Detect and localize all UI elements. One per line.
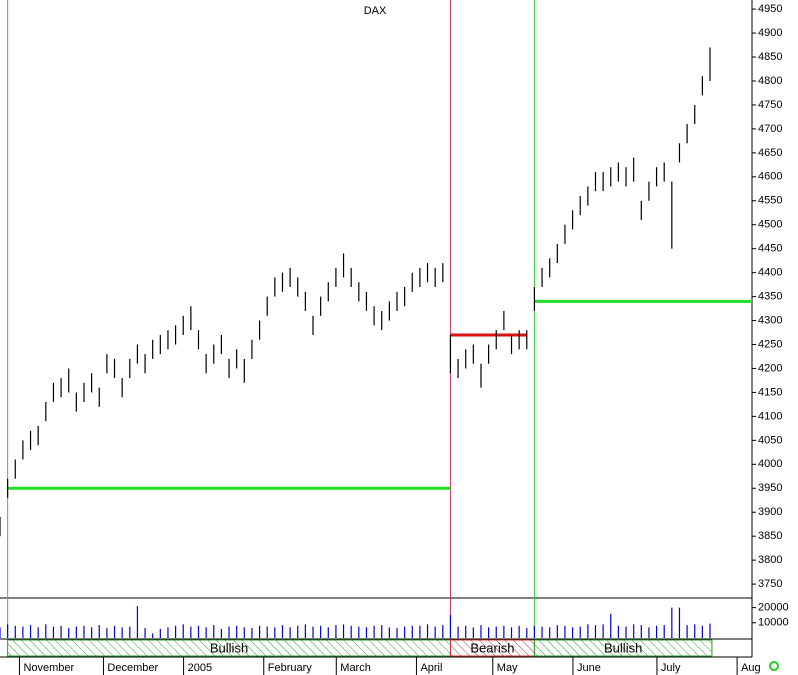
volume-tick-label: 10000 [758, 617, 789, 629]
y-tick-label: 4700 [758, 123, 782, 135]
y-tick-label: 3950 [758, 482, 782, 494]
regime-label: Bearish [470, 640, 514, 655]
x-tick-label: November [23, 662, 74, 674]
x-tick-label: February [268, 662, 313, 674]
y-tick-label: 4100 [758, 410, 782, 422]
y-tick-label: 4400 [758, 267, 782, 279]
chart-title: DAX [364, 5, 387, 17]
y-tick-label: 4150 [758, 386, 782, 398]
y-tick-label: 4050 [758, 434, 782, 446]
x-tick-label: 2005 [188, 662, 212, 674]
y-tick-label: 3850 [758, 530, 782, 542]
regime-band [533, 639, 713, 657]
y-tick-label: 4450 [758, 243, 782, 255]
y-tick-label: 4900 [758, 27, 782, 39]
y-tick-label: 3800 [758, 554, 782, 566]
volume-tick-label: 20000 [758, 602, 789, 614]
regime-label: Bullish [604, 640, 642, 655]
y-tick-label: 4200 [758, 362, 782, 374]
y-tick-label: 4750 [758, 99, 782, 111]
regime-label: Bullish [210, 640, 248, 655]
x-tick-label: June [577, 662, 601, 674]
x-tick-label: March [340, 662, 371, 674]
y-tick-label: 4350 [758, 291, 782, 303]
y-tick-label: 4000 [758, 458, 782, 470]
y-tick-label: 4950 [758, 3, 782, 15]
x-tick-label: Aug [741, 662, 761, 674]
y-tick-label: 4800 [758, 75, 782, 87]
y-tick-label: 4600 [758, 171, 782, 183]
y-tick-label: 4850 [758, 51, 782, 63]
y-tick-label: 4250 [758, 338, 782, 350]
x-tick-label: July [661, 662, 681, 674]
y-tick-label: 4300 [758, 314, 782, 326]
y-tick-label: 4500 [758, 219, 782, 231]
y-tick-label: 3900 [758, 506, 782, 518]
status-indicator [769, 661, 779, 671]
x-tick-label: May [497, 662, 518, 674]
y-tick-label: 4650 [758, 147, 782, 159]
x-tick-label: April [420, 662, 442, 674]
x-tick-label: December [107, 662, 158, 674]
y-tick-label: 3750 [758, 578, 782, 590]
y-tick-label: 4550 [758, 195, 782, 207]
